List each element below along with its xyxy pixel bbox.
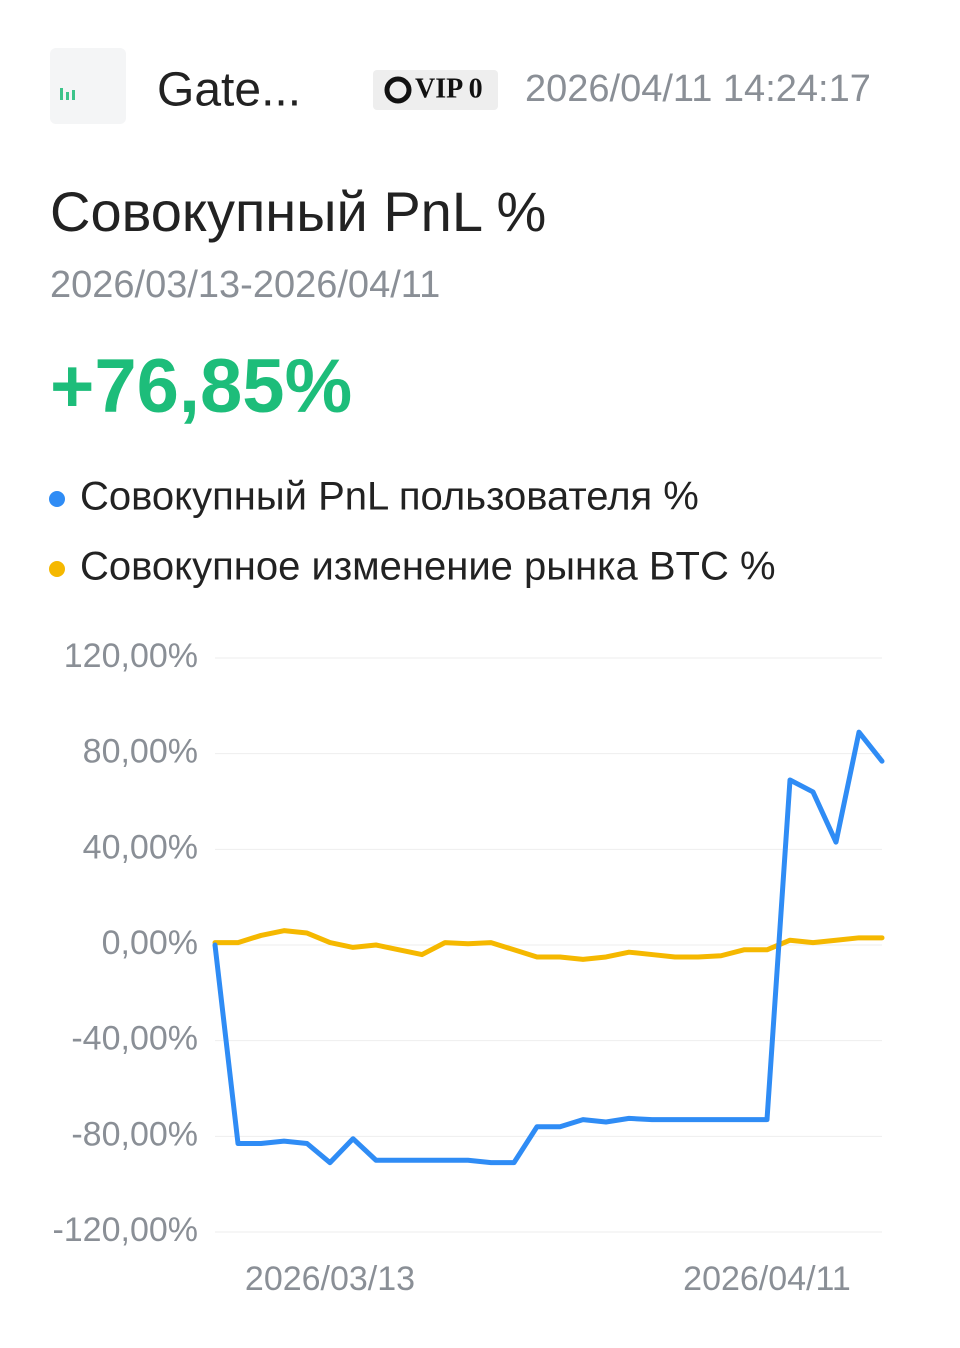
legend-label: Совокупный PnL пользователя %	[80, 475, 699, 519]
x-tick-label: 2026/04/11	[683, 1260, 851, 1298]
y-tick-label: -120,00%	[52, 1211, 198, 1249]
user-name: Gate...	[157, 64, 301, 117]
chart-title: Совокупный PnL %	[50, 180, 546, 243]
series-line	[212, 729, 885, 1166]
period: 2026/03/13-2026/04/11	[50, 264, 440, 306]
y-tick-label: 40,00%	[83, 828, 198, 866]
avatar-frame	[50, 48, 126, 124]
badge-icon	[384, 76, 412, 104]
avatar	[50, 48, 126, 124]
vip-label: VIP 0	[415, 73, 483, 104]
y-tick-label: 0,00%	[102, 924, 198, 962]
x-tick-label: 2026/03/13	[245, 1260, 415, 1298]
legend-label: Совокупное изменение рынка BTC %	[80, 545, 776, 589]
y-tick-label: -80,00%	[71, 1115, 198, 1153]
avatar-mark	[72, 90, 75, 100]
timestamp: 2026/04/11 14:24:17	[525, 68, 871, 110]
legend-dot	[49, 491, 65, 507]
y-tick-label: 80,00%	[83, 733, 198, 771]
avatar-mark	[60, 88, 63, 100]
series-line	[212, 928, 885, 962]
y-tick-label: -40,00%	[71, 1020, 198, 1058]
y-tick-label: 120,00%	[64, 637, 198, 675]
avatar-mark	[66, 92, 69, 100]
total-pnl: +76,85%	[50, 344, 352, 429]
legend-dot	[49, 561, 65, 577]
